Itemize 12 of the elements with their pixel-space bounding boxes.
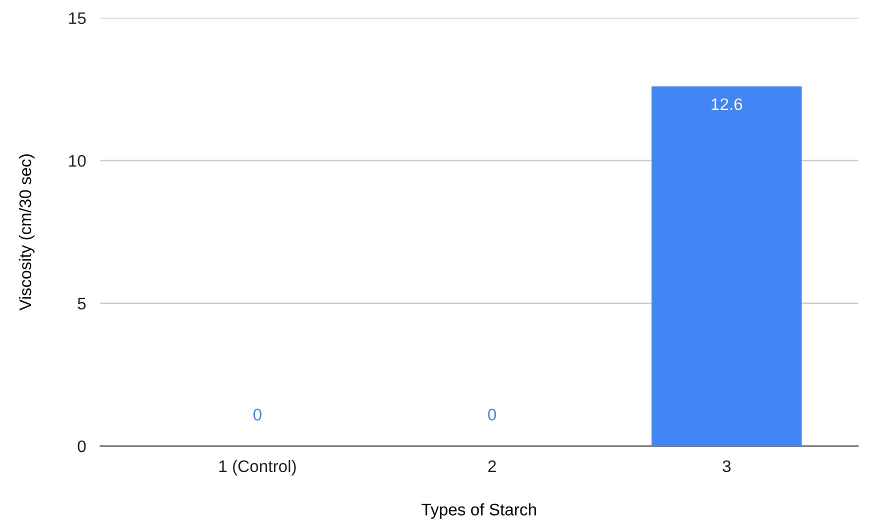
y-tick-label: 0 [78, 440, 86, 452]
y-tick-label: 10 [69, 155, 86, 167]
data-label: 0 [253, 408, 262, 421]
x-axis-title: Types of Starch [422, 503, 536, 519]
y-tick-label: 5 [78, 298, 86, 310]
y-axis-title: Viscosity (cm/30 sec) [18, 154, 35, 310]
x-tick-label: 2 [488, 460, 496, 472]
x-tick-label: 1 (Control) [219, 460, 296, 476]
data-label: 12.6 [712, 98, 742, 110]
y-tick-label: 15 [69, 12, 86, 24]
x-tick-label: 3 [722, 460, 731, 472]
data-label: 0 [488, 408, 496, 421]
